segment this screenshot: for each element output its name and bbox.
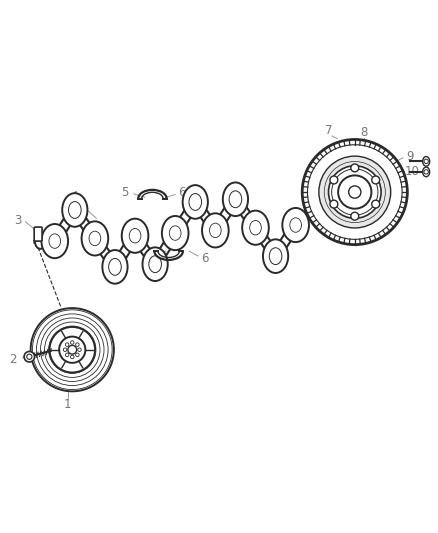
Circle shape (349, 186, 361, 198)
Ellipse shape (189, 193, 201, 211)
Text: 5: 5 (121, 185, 128, 198)
Text: 9: 9 (406, 150, 413, 163)
Ellipse shape (283, 208, 309, 242)
Ellipse shape (242, 211, 269, 245)
Circle shape (76, 343, 79, 346)
Ellipse shape (102, 250, 127, 284)
Circle shape (302, 140, 407, 245)
Circle shape (424, 159, 428, 164)
Ellipse shape (263, 239, 288, 273)
Text: 3: 3 (14, 214, 21, 227)
Circle shape (319, 156, 391, 228)
FancyBboxPatch shape (34, 227, 42, 241)
Ellipse shape (170, 226, 181, 240)
Ellipse shape (423, 167, 430, 177)
Ellipse shape (35, 235, 46, 249)
Circle shape (65, 353, 69, 357)
Circle shape (330, 200, 338, 208)
Ellipse shape (209, 223, 221, 238)
Ellipse shape (89, 231, 101, 246)
Circle shape (332, 169, 378, 215)
Ellipse shape (122, 219, 148, 253)
Ellipse shape (49, 234, 60, 248)
Ellipse shape (42, 224, 68, 258)
Text: 6: 6 (201, 252, 209, 265)
Circle shape (71, 341, 74, 344)
Circle shape (372, 176, 380, 184)
Text: 10: 10 (404, 165, 419, 177)
Circle shape (76, 353, 79, 357)
Circle shape (71, 355, 74, 359)
Ellipse shape (269, 248, 282, 264)
Circle shape (31, 308, 114, 391)
Circle shape (330, 176, 338, 184)
Text: 8: 8 (360, 126, 367, 140)
Ellipse shape (423, 157, 430, 166)
Text: 2: 2 (9, 353, 17, 366)
Ellipse shape (129, 229, 141, 243)
Ellipse shape (109, 259, 121, 275)
Text: 6: 6 (178, 187, 186, 199)
Circle shape (372, 200, 380, 208)
Text: 1: 1 (64, 398, 72, 411)
Ellipse shape (202, 213, 229, 247)
Ellipse shape (290, 218, 301, 232)
Ellipse shape (250, 221, 261, 235)
Circle shape (328, 166, 381, 219)
Circle shape (78, 348, 81, 351)
Ellipse shape (162, 216, 188, 250)
Ellipse shape (229, 191, 242, 208)
Circle shape (351, 212, 359, 220)
Ellipse shape (68, 201, 81, 219)
Circle shape (63, 348, 67, 351)
Ellipse shape (183, 185, 208, 219)
Circle shape (65, 343, 69, 346)
Circle shape (307, 145, 402, 239)
Ellipse shape (223, 182, 248, 216)
Circle shape (24, 351, 35, 362)
Circle shape (27, 354, 32, 359)
Ellipse shape (81, 221, 108, 255)
Circle shape (49, 327, 95, 373)
Text: 4: 4 (71, 190, 78, 203)
Circle shape (338, 175, 371, 209)
Ellipse shape (62, 193, 88, 227)
Text: 5: 5 (145, 251, 152, 264)
Circle shape (59, 336, 85, 363)
Circle shape (68, 345, 77, 354)
Ellipse shape (149, 256, 162, 272)
Circle shape (351, 164, 359, 172)
Ellipse shape (142, 247, 168, 281)
Circle shape (424, 169, 428, 174)
Text: 7: 7 (325, 124, 332, 137)
